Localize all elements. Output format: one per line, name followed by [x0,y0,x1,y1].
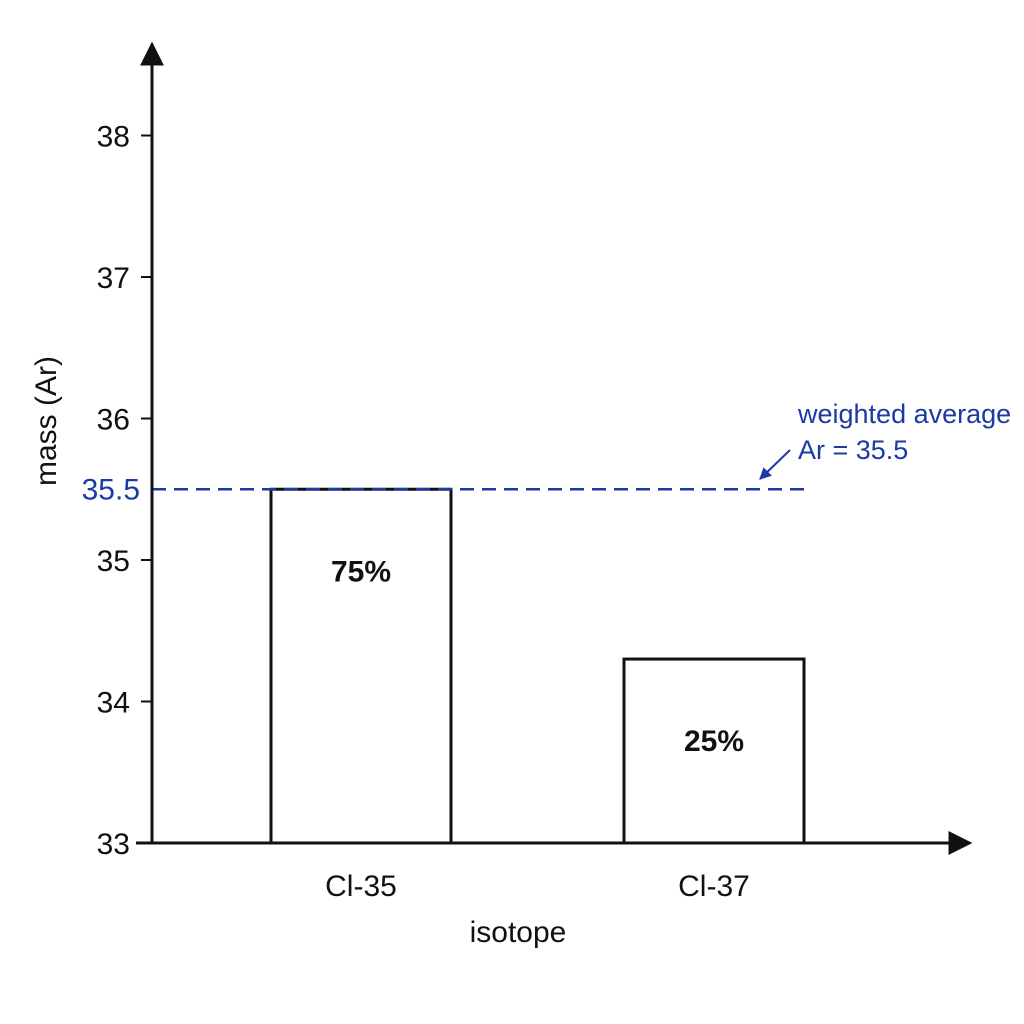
x-tick-label: Cl-35 [325,870,397,903]
y-axis-title: mass (Ar) [30,356,63,486]
x-tick-label: Cl-37 [678,870,750,903]
annotation-arrow [759,449,791,480]
y-tick-label: 33 [97,828,130,861]
y-ticks-layer: 33 34 35 36 37 38 [97,121,152,861]
x-ticks-layer: Cl-35 Cl-37 [325,870,750,903]
bar-cl-37 [622,657,806,845]
reference-line-label: 35.5 [82,473,140,506]
bar-data-label: 75% [331,555,391,588]
x-axis-title: isotope [470,916,567,949]
annotation-line-2: Ar = 35.5 [798,435,908,465]
y-tick-label: 38 [97,121,130,154]
bars-layer: 75% 25% [269,487,806,845]
bar-cl-35 [269,487,453,845]
reference-layer: 35.5 [82,473,806,506]
y-tick-label: 36 [97,404,130,437]
annotation-line-1: weighted average [797,399,1011,429]
y-tick-label: 37 [97,262,130,295]
y-tick-label: 34 [97,687,130,720]
y-tick-label: 35 [97,545,130,578]
bar-data-label: 25% [684,725,744,758]
